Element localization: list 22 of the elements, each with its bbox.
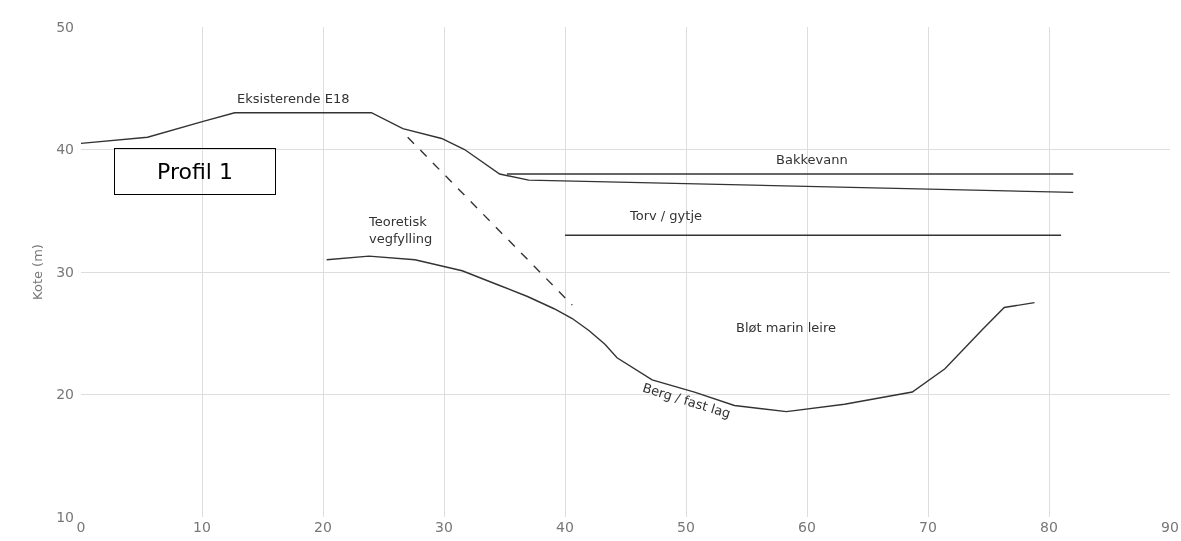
x-tick-label: 90 <box>1161 519 1179 535</box>
annotation: Bakkevann <box>776 152 848 167</box>
annotation: Teoretisk vegfylling <box>368 214 433 246</box>
x-tick-label: 60 <box>798 519 816 535</box>
y-axis-title: Kote (m) <box>30 244 46 300</box>
x-tick-label: 80 <box>1040 519 1058 535</box>
text: Profil 1 <box>157 159 233 184</box>
x-tick-label: 70 <box>919 519 937 535</box>
x-tick-label: 0 <box>76 519 86 535</box>
x-tick-label: 30 <box>435 519 453 535</box>
y-tick-label: 30 <box>56 263 74 280</box>
x-tick-label: 40 <box>556 519 574 535</box>
x-tick-label: 10 <box>193 519 211 535</box>
annotation: Torv / gytje <box>629 208 703 223</box>
annotation: Eksisterende E18 <box>237 91 350 106</box>
annotation: Berg / fast lag <box>640 380 733 422</box>
y-tick-label: 40 <box>56 141 74 158</box>
x-tick-label: 20 <box>314 519 332 535</box>
y-tick-label: 20 <box>56 386 74 403</box>
y-tick-label: 50 <box>56 18 74 35</box>
x-tick-label: 50 <box>677 519 695 535</box>
annotation: Bløt marin leire <box>736 320 836 335</box>
